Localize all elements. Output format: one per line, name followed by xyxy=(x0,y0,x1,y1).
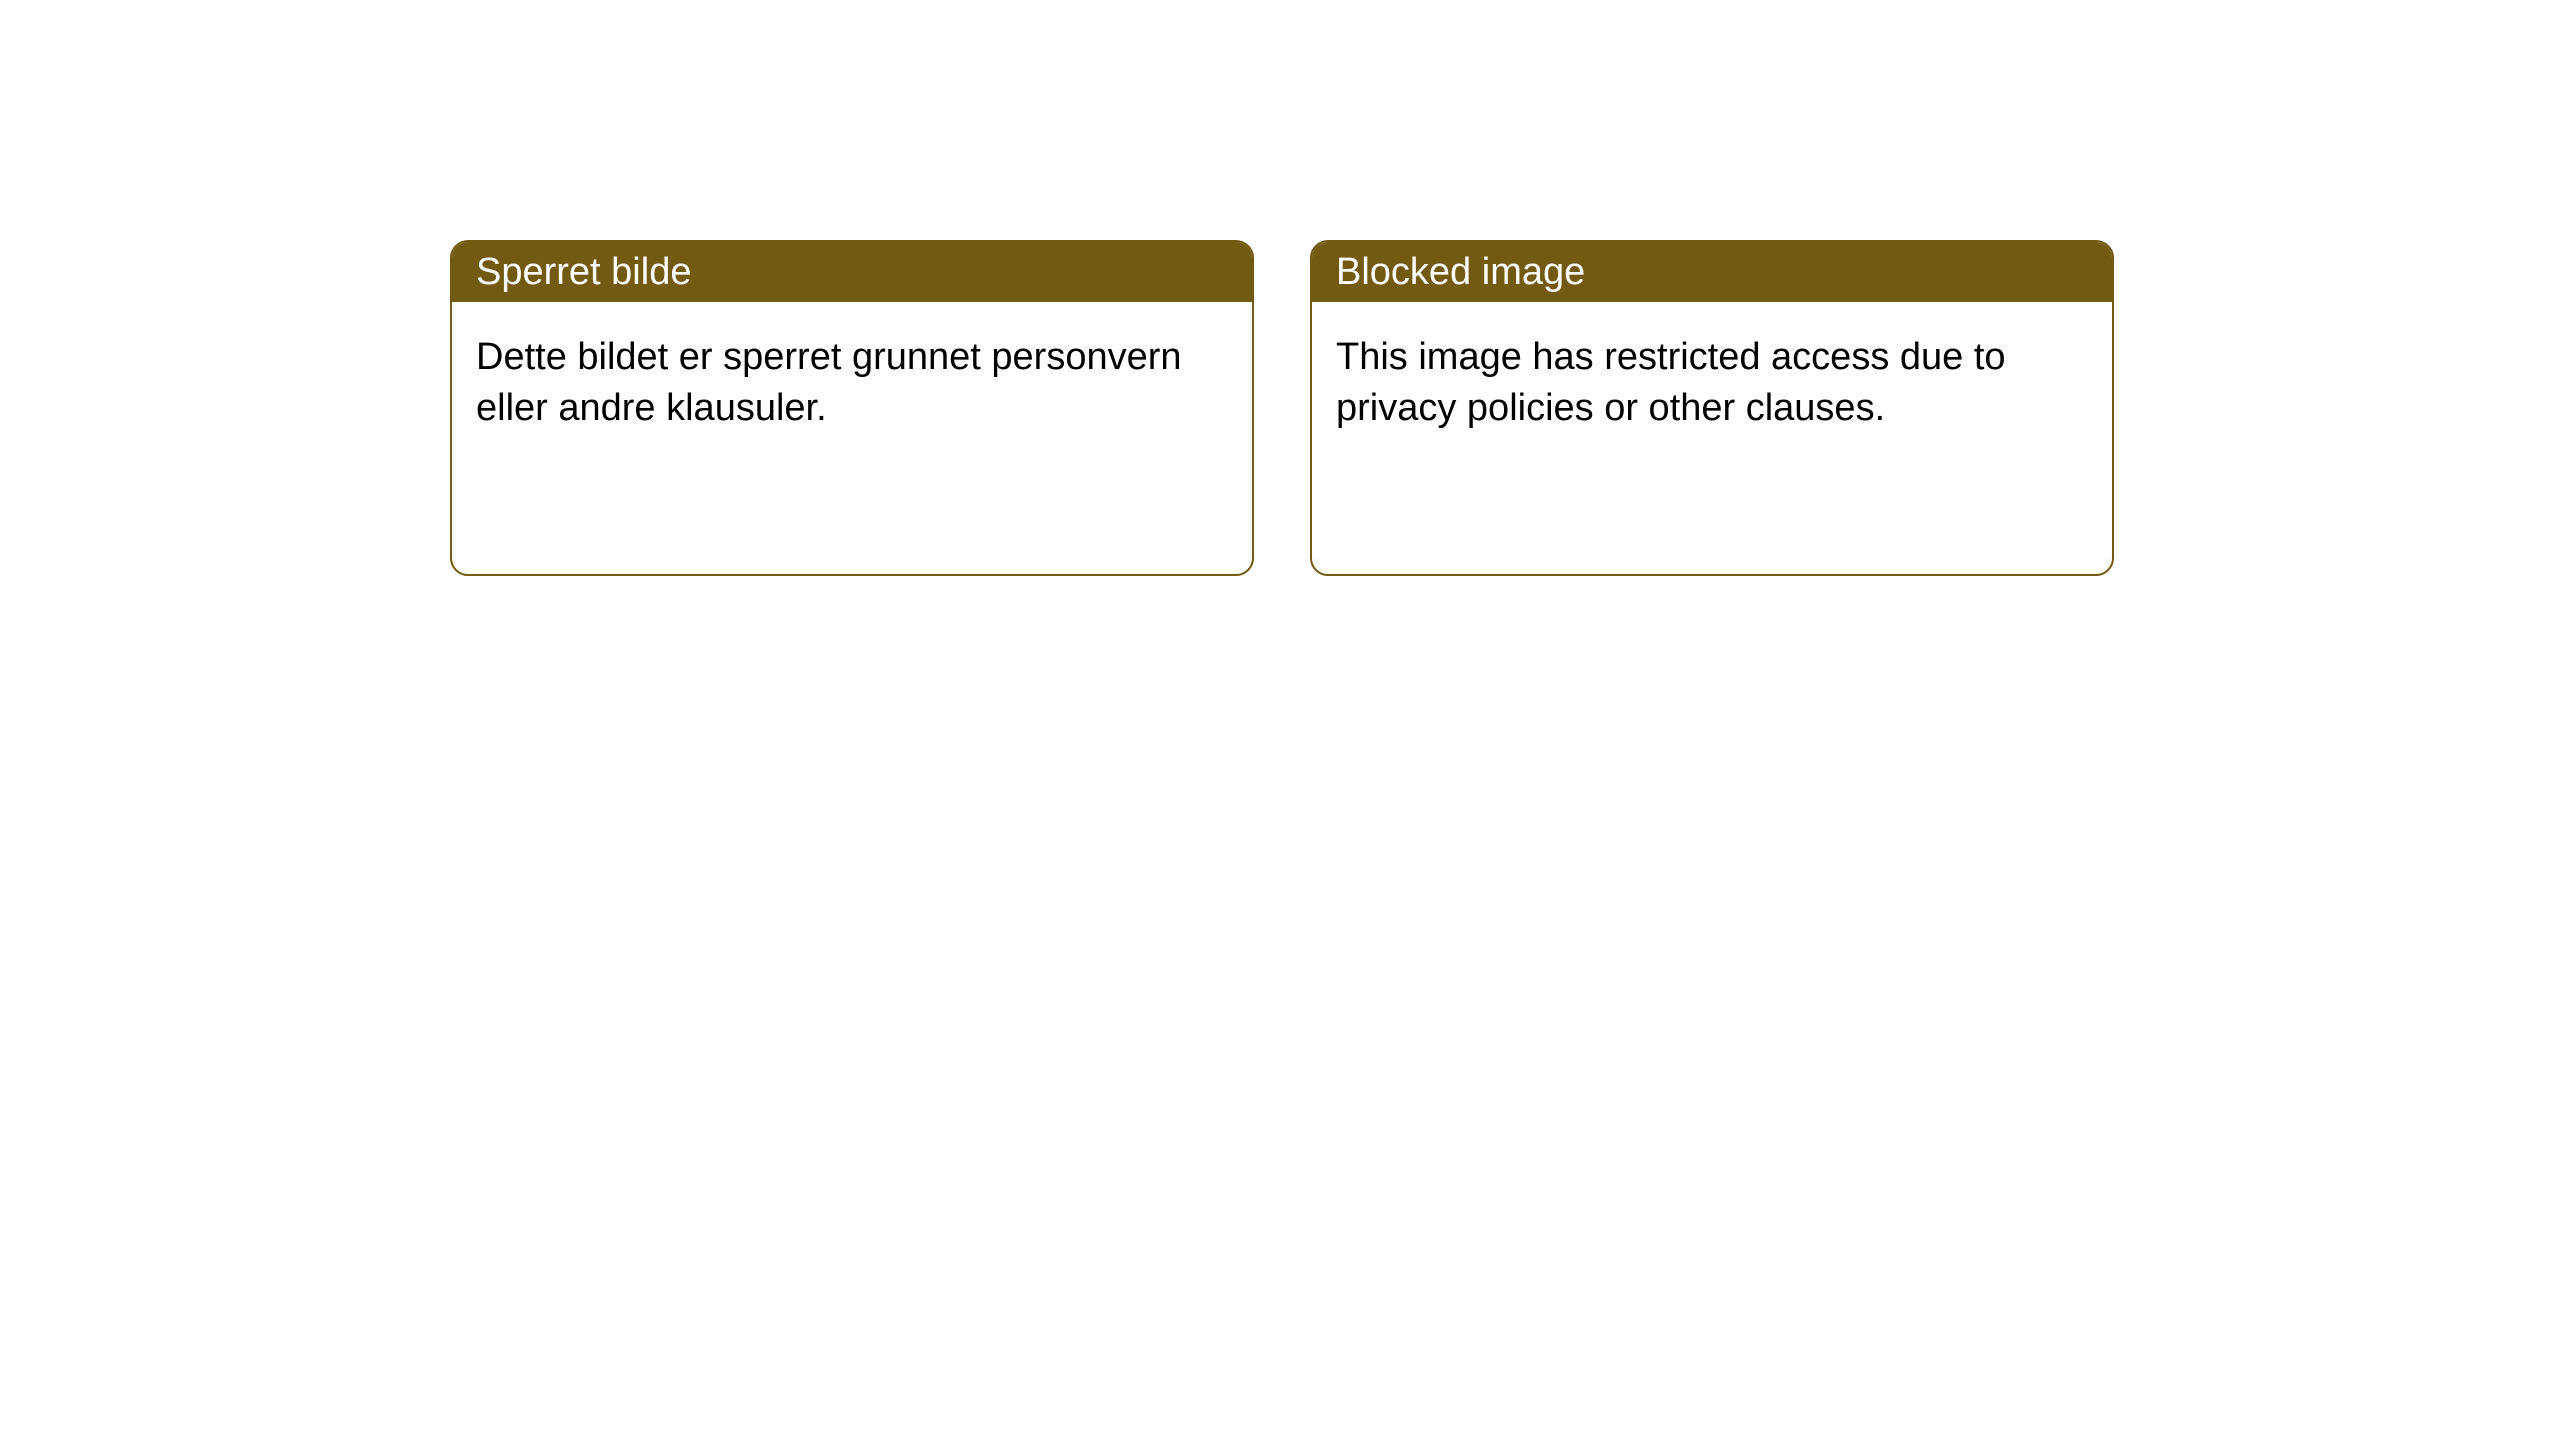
notice-card-header: Sperret bilde xyxy=(452,242,1252,302)
notice-card-body: Dette bildet er sperret grunnet personve… xyxy=(452,302,1252,465)
notice-card-title: Sperret bilde xyxy=(476,251,691,294)
notice-card-text: This image has restricted access due to … xyxy=(1336,336,2006,429)
notice-card-english: Blocked image This image has restricted … xyxy=(1310,240,2114,576)
notice-card-title: Blocked image xyxy=(1336,251,1585,294)
notice-card-text: Dette bildet er sperret grunnet personve… xyxy=(476,336,1182,429)
notice-card-header: Blocked image xyxy=(1312,242,2112,302)
notice-card-norwegian: Sperret bilde Dette bildet er sperret gr… xyxy=(450,240,1254,576)
notice-card-body: This image has restricted access due to … xyxy=(1312,302,2112,465)
notice-cards-container: Sperret bilde Dette bildet er sperret gr… xyxy=(450,240,2114,576)
